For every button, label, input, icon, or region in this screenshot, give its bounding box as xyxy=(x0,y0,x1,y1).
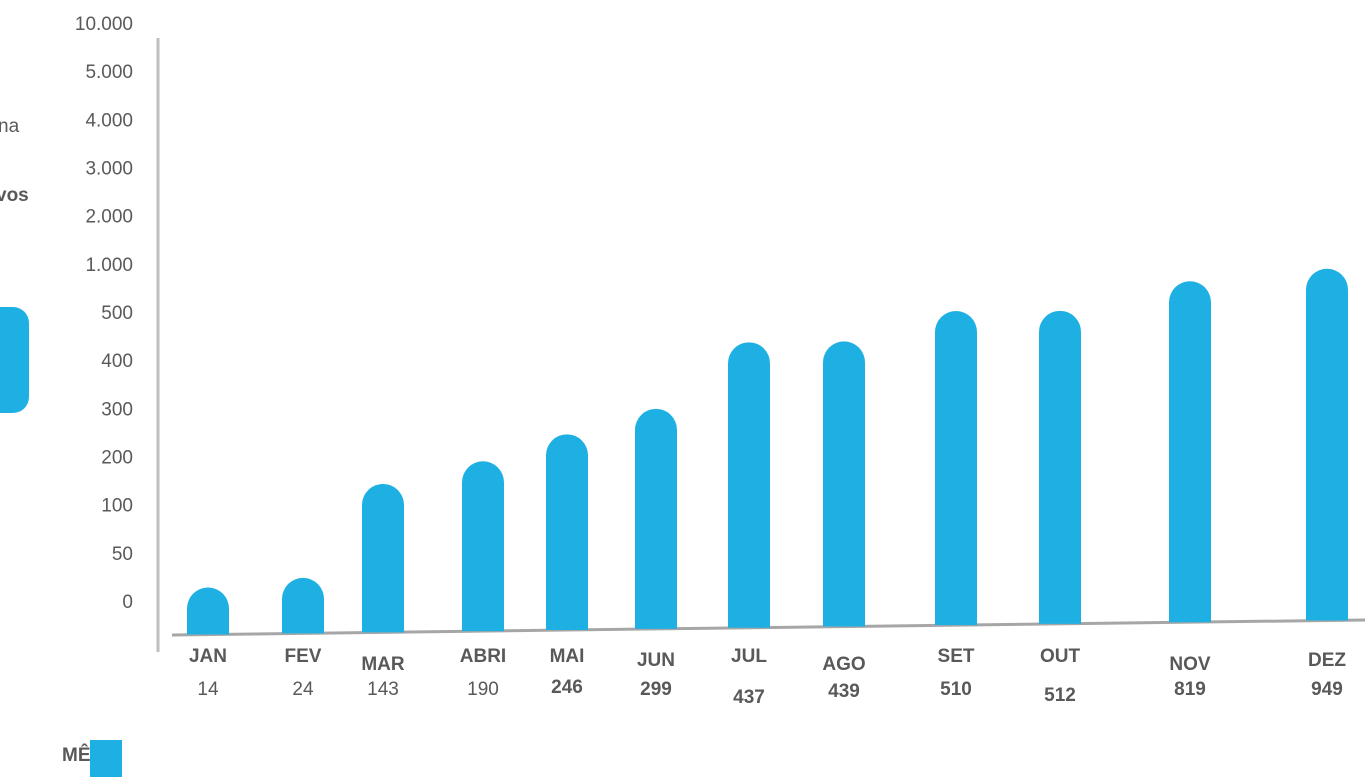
value-label: 24 xyxy=(292,679,314,700)
bar xyxy=(1169,281,1211,623)
bar xyxy=(635,408,677,629)
bar xyxy=(187,587,229,635)
y-tick-label: 1.000 xyxy=(85,255,133,276)
x-tick-label: JUL xyxy=(731,646,767,667)
y-tick-label: 100 xyxy=(101,496,133,517)
bar xyxy=(935,311,977,626)
y-tick-label: 3.000 xyxy=(85,158,133,179)
y-tick-label: 5.000 xyxy=(85,62,133,83)
side-text: na xyxy=(0,116,20,137)
value-label: 437 xyxy=(733,687,765,708)
y-tick-label: 4.000 xyxy=(85,110,133,131)
side-shape xyxy=(0,307,29,413)
x-tick-label: NOV xyxy=(1169,654,1211,675)
bar xyxy=(1039,310,1081,624)
y-tick-label: 200 xyxy=(101,448,133,469)
value-label: 246 xyxy=(551,677,583,698)
x-tick-label: FEV xyxy=(285,646,322,667)
bar xyxy=(546,434,588,631)
value-label: 143 xyxy=(367,679,399,700)
bar xyxy=(282,577,324,634)
y-tick-label: 2.000 xyxy=(85,207,133,228)
bar xyxy=(728,342,770,628)
value-label: 819 xyxy=(1174,679,1206,700)
bar xyxy=(362,483,404,633)
x-tick-label: JAN xyxy=(189,646,227,667)
x-tick-label: SET xyxy=(938,646,975,667)
value-label: 299 xyxy=(640,679,672,700)
x-tick-label: OUT xyxy=(1040,646,1081,667)
x-tick-label: ABRI xyxy=(460,646,506,667)
bar xyxy=(1306,268,1348,621)
x-tick-label: MAI xyxy=(550,646,585,667)
x-tick-label: MAR xyxy=(361,654,405,675)
y-tick-label: 400 xyxy=(101,351,133,372)
value-label: 190 xyxy=(467,679,499,700)
y-tick-label: 0 xyxy=(122,592,133,613)
x-tick-label: DEZ xyxy=(1308,650,1346,671)
y-tick-label: 500 xyxy=(101,303,133,324)
x-tick-label: AGO xyxy=(822,654,865,675)
side-text: vos xyxy=(0,185,29,206)
value-label: 439 xyxy=(828,681,860,702)
value-label: 510 xyxy=(940,679,972,700)
value-label: 14 xyxy=(197,679,219,700)
bar xyxy=(823,341,865,627)
value-label: 949 xyxy=(1311,679,1343,700)
y-tick-label: 50 xyxy=(112,544,133,565)
y-tick-label: 10.000 xyxy=(75,14,133,35)
legend-swatch xyxy=(90,740,122,777)
y-tick-label: 300 xyxy=(101,399,133,420)
bar xyxy=(462,461,504,632)
x-tick-label: JUN xyxy=(637,650,675,671)
value-label: 512 xyxy=(1044,685,1076,706)
